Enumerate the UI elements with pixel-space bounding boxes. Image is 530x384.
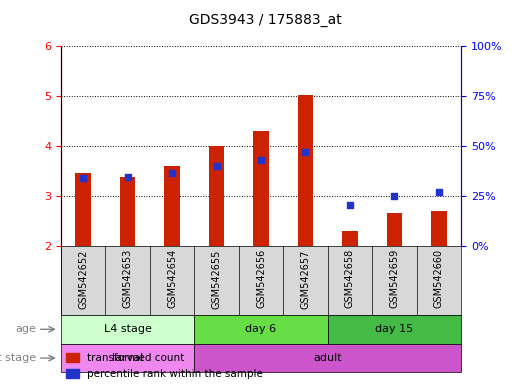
Bar — [431, 211, 447, 246]
Text: GSM542658: GSM542658 — [345, 249, 355, 308]
Bar — [61, 344, 195, 372]
Bar — [342, 231, 358, 246]
Text: GSM542659: GSM542659 — [390, 249, 400, 308]
Text: L4 stage: L4 stage — [104, 324, 152, 334]
Point — [168, 170, 176, 177]
Text: adult: adult — [313, 353, 342, 363]
Bar — [164, 166, 180, 246]
Point — [346, 202, 354, 208]
Point — [257, 157, 266, 163]
Point — [301, 149, 310, 155]
Text: GSM542653: GSM542653 — [122, 249, 132, 308]
Bar — [328, 315, 461, 344]
Bar — [195, 315, 328, 344]
Point — [390, 193, 399, 199]
Point — [435, 189, 443, 195]
Text: GSM542657: GSM542657 — [301, 249, 311, 309]
Text: day 6: day 6 — [245, 324, 277, 334]
Text: GSM542652: GSM542652 — [78, 249, 88, 309]
Text: larval: larval — [112, 353, 143, 363]
Bar — [120, 177, 136, 246]
Text: GDS3943 / 175883_at: GDS3943 / 175883_at — [189, 13, 341, 27]
Bar — [253, 131, 269, 246]
Text: GSM542654: GSM542654 — [167, 249, 177, 308]
Text: GSM542655: GSM542655 — [211, 249, 222, 309]
Point — [79, 175, 87, 182]
Bar — [75, 174, 91, 246]
Point — [123, 174, 132, 180]
Legend: transformed count, percentile rank within the sample: transformed count, percentile rank withi… — [66, 353, 263, 379]
Bar — [298, 95, 313, 246]
Bar — [61, 315, 195, 344]
Bar — [195, 344, 461, 372]
Text: development stage: development stage — [0, 353, 37, 363]
Point — [213, 163, 221, 169]
Text: GSM542656: GSM542656 — [256, 249, 266, 308]
Bar — [209, 146, 224, 246]
Text: age: age — [15, 324, 37, 334]
Bar — [386, 214, 402, 246]
Text: GSM542660: GSM542660 — [434, 249, 444, 308]
Text: day 15: day 15 — [375, 324, 413, 334]
